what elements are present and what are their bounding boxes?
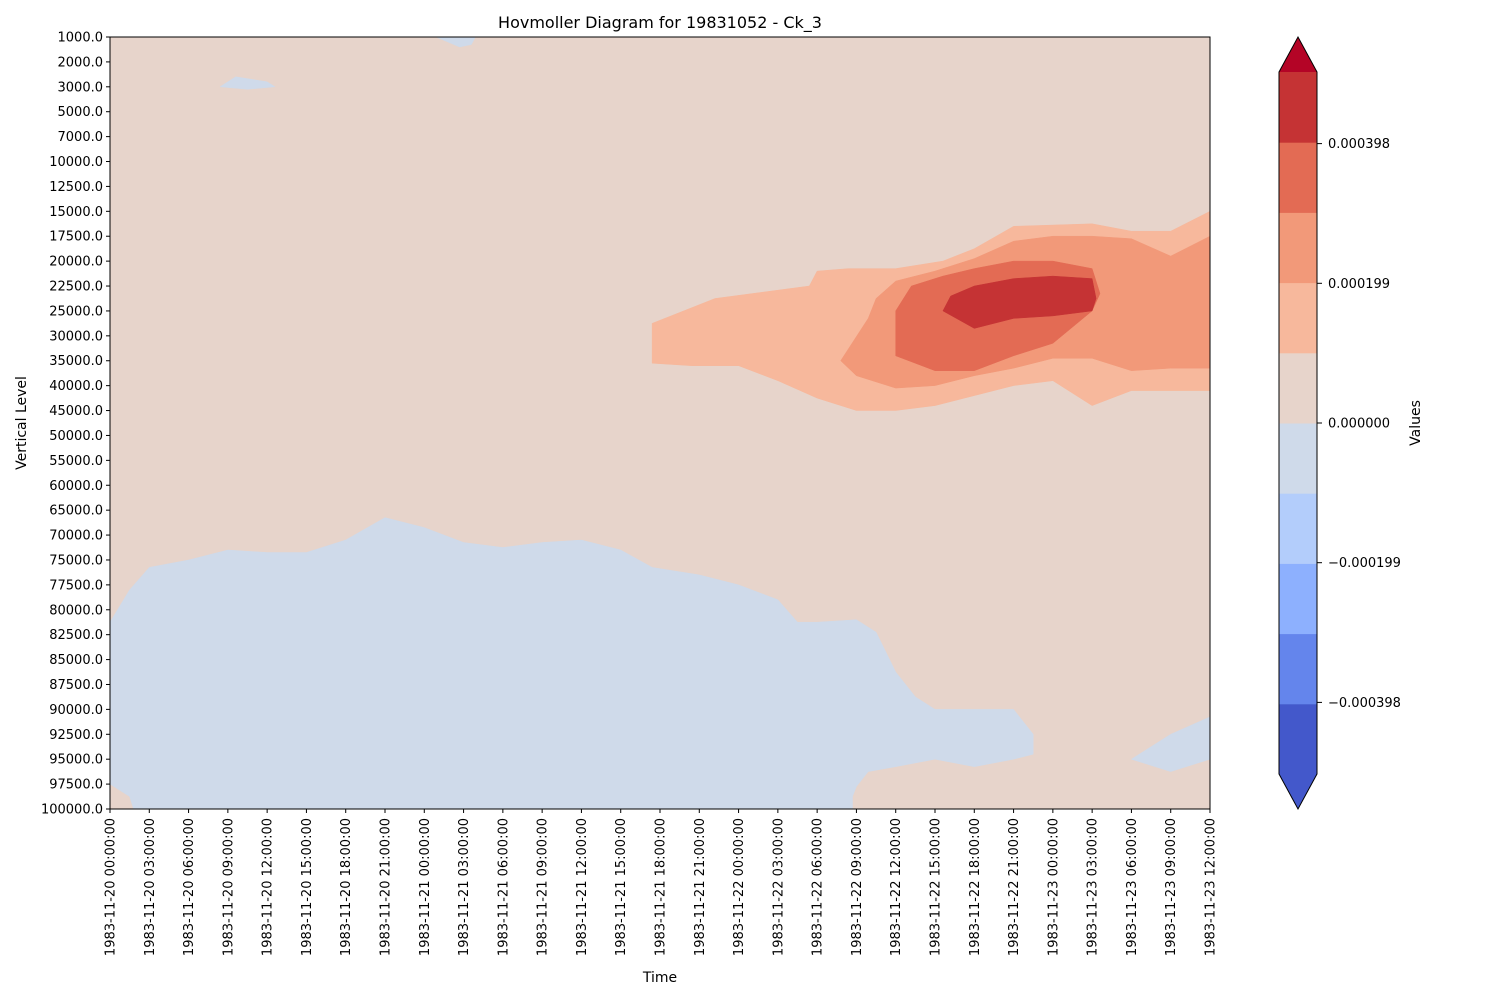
colorbar-label: Values — [1408, 400, 1424, 446]
colorbar-segment — [1279, 142, 1317, 213]
y-tick-label: 82500.0 — [49, 628, 103, 643]
x-tick-label: 1983-11-20 15:00:00 — [300, 818, 315, 956]
colorbar-segment — [1279, 493, 1317, 564]
x-tick-label: 1983-11-21 06:00:00 — [496, 818, 511, 956]
y-tick-label: 100000.0 — [41, 803, 103, 818]
y-tick-label: 92500.0 — [49, 728, 103, 743]
x-tick-label: 1983-11-20 06:00:00 — [182, 818, 197, 956]
x-axis: 1983-11-20 00:00:00 1983-11-20 03:00:00 19… — [104, 809, 1219, 956]
x-tick-label: 1983-11-22 06:00:00 — [811, 818, 826, 956]
y-tick-label: 10000.0 — [49, 155, 103, 170]
colorbar-extend-max — [1279, 37, 1317, 72]
y-tick-label: 55000.0 — [49, 454, 103, 469]
y-tick-label: 15000.0 — [49, 205, 103, 220]
y-axis: 1000.0 2000.0 3000.0 5000.0 7000.0 10000.0 125… — [41, 31, 110, 818]
x-tick-label: 1983-11-23 09:00:00 — [1164, 818, 1179, 956]
y-tick-label: 5000.0 — [58, 105, 104, 120]
x-tick-label: 1983-11-20 00:00:00 — [104, 818, 119, 956]
x-tick-label: 1983-11-21 00:00:00 — [418, 818, 433, 956]
y-tick-label: 3000.0 — [58, 80, 104, 95]
x-tick-label: 1983-11-23 03:00:00 — [1086, 818, 1101, 956]
y-tick-label: 97500.0 — [49, 778, 103, 793]
contour-region-4 — [109, 517, 1034, 810]
colorbar-tick-label: 0.000000 — [1328, 417, 1390, 432]
colorbar-extend-min — [1279, 774, 1317, 809]
contour-region-3 — [942, 275, 1097, 329]
x-tick-label: 1983-11-22 00:00:00 — [732, 818, 747, 956]
y-tick-label: 22500.0 — [49, 280, 103, 295]
x-tick-label: 1983-11-23 00:00:00 — [1046, 818, 1061, 956]
colorbar: 0.000398 0.000199 0.000000 −0.000199 −0.0003… — [1278, 35, 1401, 811]
x-tick-label: 1983-11-23 06:00:00 — [1125, 818, 1140, 956]
y-tick-label: 75000.0 — [49, 553, 103, 568]
y-tick-label: 80000.0 — [49, 603, 103, 618]
x-tick-label: 1983-11-21 12:00:00 — [575, 818, 590, 956]
colorbar-tick-label: 0.000199 — [1328, 277, 1390, 292]
contour-region-6 — [219, 76, 276, 90]
colorbar-tick-label: 0.000398 — [1328, 137, 1390, 152]
x-tick-label: 1983-11-21 21:00:00 — [693, 818, 708, 956]
colorbar-segment — [1279, 72, 1317, 143]
y-tick-label: 17500.0 — [49, 230, 103, 245]
x-tick-label: 1983-11-22 21:00:00 — [1007, 818, 1022, 956]
colorbar-segment — [1279, 703, 1317, 775]
colorbar-segment — [1279, 282, 1317, 354]
y-tick-label: 2000.0 — [58, 55, 104, 70]
y-axis-label: Vertical Level — [14, 376, 30, 470]
x-tick-label: 1983-11-22 12:00:00 — [889, 818, 904, 956]
y-tick-label: 40000.0 — [49, 379, 103, 394]
colorbar-segment — [1279, 352, 1317, 424]
colorbar-segment — [1279, 563, 1317, 635]
y-tick-label: 12500.0 — [49, 180, 103, 195]
colorbar-segment — [1279, 633, 1317, 705]
x-tick-label: 1983-11-20 09:00:00 — [221, 818, 236, 956]
colorbar-segment — [1279, 212, 1317, 284]
x-tick-label: 1983-11-23 12:00:00 — [1204, 818, 1219, 956]
x-tick-label: 1983-11-22 03:00:00 — [771, 818, 786, 956]
y-tick-label: 87500.0 — [49, 678, 103, 693]
plot-area — [109, 36, 1211, 810]
x-tick-label: 1983-11-21 09:00:00 — [536, 818, 551, 956]
x-tick-label: 1983-11-22 18:00:00 — [968, 818, 983, 956]
y-tick-label: 85000.0 — [49, 653, 103, 668]
y-tick-label: 60000.0 — [49, 479, 103, 494]
colorbar-tick-label: −0.000199 — [1328, 556, 1401, 571]
y-tick-label: 77500.0 — [49, 578, 103, 593]
y-tick-label: 65000.0 — [49, 504, 103, 519]
x-tick-label: 1983-11-21 03:00:00 — [457, 818, 472, 956]
y-tick-label: 45000.0 — [49, 404, 103, 419]
y-tick-label: 90000.0 — [49, 703, 103, 718]
y-tick-label: 25000.0 — [49, 304, 103, 319]
y-tick-label: 1000.0 — [58, 31, 104, 46]
x-tick-label: 1983-11-20 21:00:00 — [379, 818, 394, 956]
x-axis-label: Time — [642, 970, 677, 986]
colorbar-outline — [1278, 35, 1318, 811]
x-tick-label: 1983-11-20 03:00:00 — [143, 818, 158, 956]
x-tick-label: 1983-11-21 15:00:00 — [614, 818, 629, 956]
chart-title: Hovmoller Diagram for 19831052 - Ck_3 — [498, 13, 822, 33]
y-tick-label: 20000.0 — [49, 255, 103, 270]
y-tick-label: 30000.0 — [49, 329, 103, 344]
x-tick-label: 1983-11-22 15:00:00 — [929, 818, 944, 956]
x-tick-label: 1983-11-22 09:00:00 — [850, 818, 865, 956]
x-tick-label: 1983-11-20 12:00:00 — [261, 818, 276, 956]
y-tick-label: 70000.0 — [49, 529, 103, 544]
y-tick-label: 7000.0 — [58, 130, 104, 145]
colorbar-tick-label: −0.000398 — [1328, 696, 1401, 711]
y-tick-label: 50000.0 — [49, 429, 103, 444]
y-tick-label: 35000.0 — [49, 354, 103, 369]
y-tick-label: 95000.0 — [49, 753, 103, 768]
colorbar-segment — [1279, 423, 1317, 494]
x-tick-label: 1983-11-21 18:00:00 — [654, 818, 669, 956]
x-tick-label: 1983-11-20 18:00:00 — [339, 818, 354, 956]
